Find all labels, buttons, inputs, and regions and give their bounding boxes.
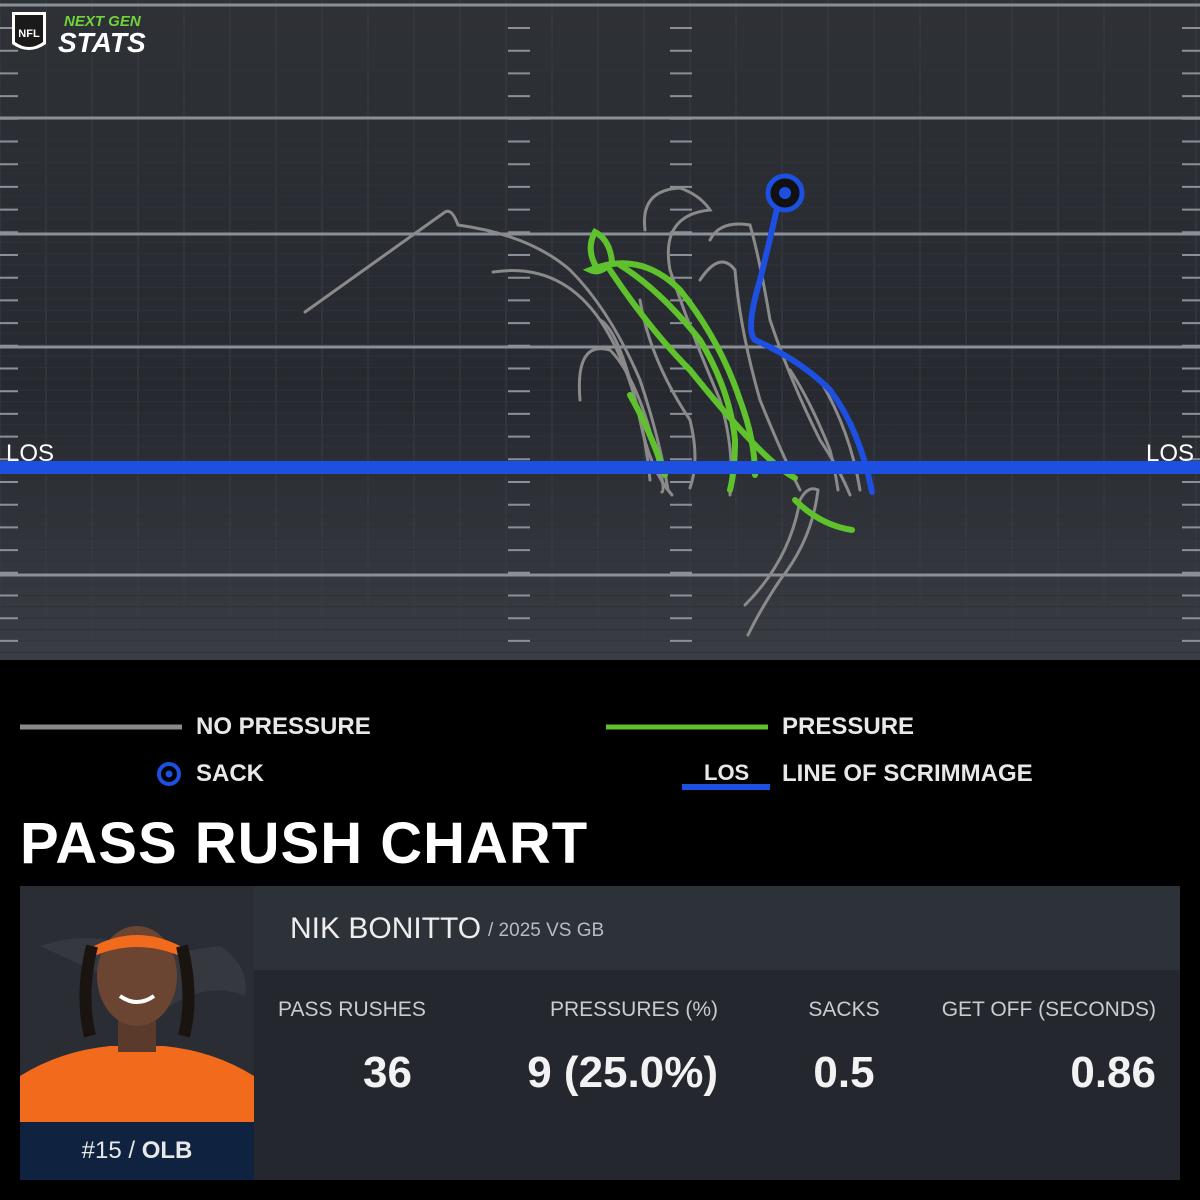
stat-label: PASS RUSHES xyxy=(278,998,426,1021)
legend-label: NO PRESSURE xyxy=(196,713,371,740)
route xyxy=(582,227,758,478)
shield-text: NFL xyxy=(18,28,40,40)
route xyxy=(303,209,670,492)
stat-label: PRESSURES (%) xyxy=(549,998,718,1021)
los-label: LOS xyxy=(6,440,54,467)
stat-label: GET OFF (SECONDS) xyxy=(941,998,1156,1021)
headband xyxy=(94,935,180,956)
player-photo xyxy=(20,926,254,1122)
jersey-number: #15 xyxy=(81,1137,122,1164)
logo: NFL NEXT GEN STATS xyxy=(12,12,146,58)
title: PASS RUSH CHART xyxy=(20,811,589,876)
sack-route xyxy=(748,192,875,495)
route xyxy=(818,378,862,492)
stat-value: 0.5 xyxy=(813,1048,875,1097)
legend-label: LINE OF SCRIMMAGE xyxy=(782,760,1033,787)
position: OLB xyxy=(141,1137,193,1164)
legend-label: SACK xyxy=(196,760,265,787)
jersey xyxy=(20,1046,254,1122)
los-label: LOS xyxy=(1146,440,1194,467)
logo-line1: NEXT GEN xyxy=(64,13,142,30)
player-card: #15 / OLB NIK BONITTO / 2025 VS GB PASS … xyxy=(20,886,1180,1180)
stat-value: 9 (25.0%) xyxy=(527,1048,718,1097)
nameplate: #15 / OLB xyxy=(20,1122,254,1180)
stat-label: SACKS xyxy=(808,998,880,1021)
route xyxy=(698,260,802,492)
name-band: NIK BONITTO / 2025 VS GB xyxy=(254,886,1180,970)
legend-label: PRESSURE xyxy=(782,713,915,740)
logo-line2: STATS xyxy=(58,27,146,58)
sack-marker-dot xyxy=(779,187,791,199)
stat-value: 0.86 xyxy=(1070,1048,1156,1097)
player-name: NIK BONITTO xyxy=(290,912,482,945)
field: LOS LOS NFL NEXT GEN STATS xyxy=(0,0,1200,660)
player-context: / 2025 VS GB xyxy=(488,920,605,941)
legend-los-line xyxy=(682,784,770,790)
route xyxy=(792,497,855,533)
photo-panel: #15 / OLB xyxy=(20,886,254,1180)
smile xyxy=(118,994,156,1004)
face xyxy=(97,926,177,1026)
grid xyxy=(0,0,1200,660)
stat-value: 36 xyxy=(363,1048,412,1097)
route xyxy=(708,222,852,497)
legend-sack-dot xyxy=(165,770,173,778)
legend-los-icon: LOS xyxy=(704,760,750,785)
legend-lines xyxy=(20,724,770,790)
hair xyxy=(79,944,195,1038)
shield-inner xyxy=(15,15,43,47)
route xyxy=(788,368,840,492)
separator: / xyxy=(128,1137,136,1164)
route xyxy=(743,487,820,637)
line-of-scrimmage xyxy=(0,461,1200,474)
legend-sack-icon xyxy=(157,762,181,786)
